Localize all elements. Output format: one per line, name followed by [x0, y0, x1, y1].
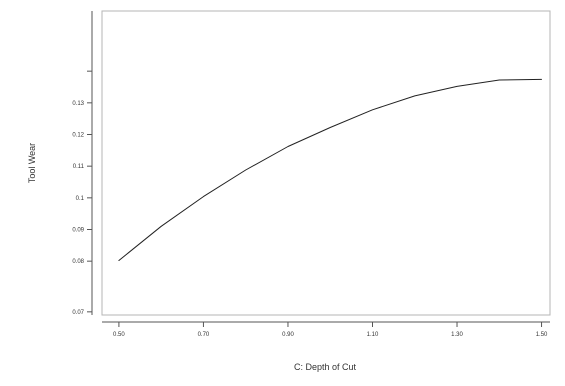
y-tick-label: 0.11 — [73, 164, 85, 170]
x-tick-label: 0.70 — [198, 332, 210, 338]
x-tick-label: 0.90 — [282, 332, 294, 338]
series-layer — [118, 78, 542, 261]
x-axis-label: C: Depth of Cut — [294, 362, 357, 372]
y-tick-label: 0.12 — [72, 133, 84, 139]
x-tick-label: 1.30 — [451, 332, 463, 338]
series-line-tool-wear — [118, 78, 542, 261]
y-tick-label: 0.13 — [72, 101, 84, 107]
y-axis: 0.07 0.08 0.09 0.1 0.11 0.12 0.13 — [72, 11, 93, 316]
y-tick-label: 0.1 — [76, 196, 85, 202]
x-tick-label: 1.10 — [367, 332, 379, 338]
x-axis: 0.50 0.70 0.90 1.10 1.30 1.50 — [102, 321, 550, 338]
y-axis-label: Tool Wear — [27, 143, 37, 183]
plot-frame — [101, 10, 551, 316]
y-tick-label: 0.07 — [72, 310, 84, 316]
x-tick-label: 0.50 — [113, 332, 125, 338]
y-tick-label: 0.08 — [72, 259, 84, 265]
x-tick-label: 1.50 — [536, 332, 548, 338]
y-tick-label: 0.09 — [72, 228, 84, 234]
